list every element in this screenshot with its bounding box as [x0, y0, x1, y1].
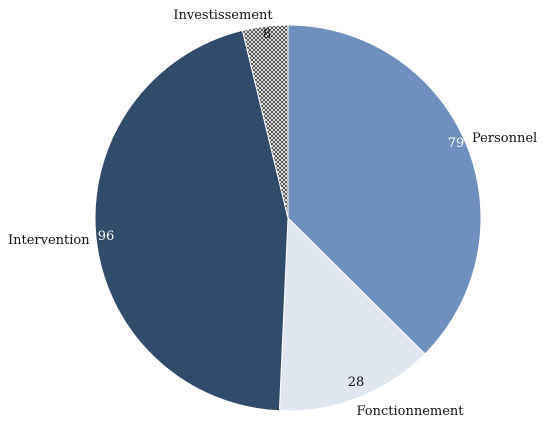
category-label-investissement: Investissement	[173, 8, 273, 23]
pie-slices	[94, 24, 482, 412]
pie-slice-fonctionnement	[278, 216, 426, 412]
value-label-fonctionnement: 28	[348, 375, 365, 390]
value-label-personnel: 79	[448, 136, 465, 151]
category-label-intervention: Intervention	[8, 233, 90, 248]
pie-slice-investissement	[241, 24, 289, 219]
category-label-fonctionnement: Fonctionnement	[356, 404, 464, 419]
category-label-personnel: Personnel	[472, 131, 537, 146]
value-label-intervention: 96	[98, 229, 115, 244]
pie-slice-personnel	[287, 24, 482, 355]
pie-slice-intervention	[94, 29, 289, 412]
value-label-investissement: 8	[263, 27, 271, 42]
pie-labels: 79 Personnel 28 Fonctionnement 96 Interventio…	[8, 8, 537, 419]
